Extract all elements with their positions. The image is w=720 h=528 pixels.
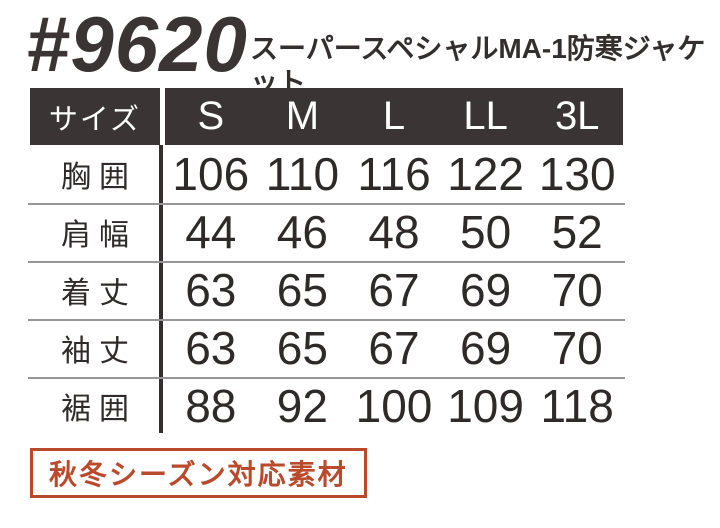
- table-row-hem: 裾囲 88 92 100 109 118: [30, 377, 623, 435]
- size-value-cell: 69: [460, 264, 512, 316]
- header-divider-gap: [160, 88, 165, 145]
- table-row-shoulder: 肩幅 44 46 48 50 52: [30, 203, 623, 261]
- size-col-header-s: S: [165, 88, 257, 145]
- size-value-cell: 100: [355, 380, 433, 432]
- size-value-cell: 109: [447, 380, 524, 432]
- size-col-header-ll: LL: [439, 88, 532, 145]
- size-value-cell: 44: [185, 206, 237, 258]
- size-value-cell: 118: [540, 380, 614, 432]
- row-divider: [28, 377, 625, 379]
- row-divider: [28, 319, 625, 321]
- size-value-cell: 122: [447, 148, 524, 200]
- row-label: 胸囲: [61, 161, 137, 194]
- row-label: 肩幅: [61, 219, 137, 252]
- row-label: 着丈: [61, 277, 137, 310]
- size-value-cell: 92: [276, 380, 328, 432]
- size-value-cell: 70: [551, 264, 603, 316]
- size-value-cell: 116: [357, 148, 431, 200]
- size-value-cell: 67: [368, 322, 420, 374]
- table-row-body-length: 着丈 63 65 67 69 70: [30, 261, 623, 319]
- size-col-header-m: M: [256, 88, 349, 145]
- size-value-cell: 63: [185, 322, 237, 374]
- table-vertical-divider: [159, 145, 163, 433]
- product-name: スーパースペシャルMA-1防寒ジャケット: [250, 33, 706, 98]
- size-value-cell: 46: [276, 206, 328, 258]
- row-label: 袖丈: [61, 335, 137, 368]
- size-value-cell: 88: [185, 380, 237, 432]
- season-material-badge: 秋冬シーズン対応素材: [30, 448, 367, 498]
- row-divider: [28, 261, 625, 263]
- size-value-cell: 63: [185, 264, 237, 316]
- size-value-cell: 110: [265, 148, 340, 200]
- size-value-cell: 50: [460, 206, 512, 258]
- size-value-cell: 67: [368, 264, 420, 316]
- size-table-header-row: サイズ S M L LL 3L: [30, 88, 623, 145]
- row-divider: [28, 203, 625, 205]
- size-value-cell: 130: [538, 148, 616, 200]
- size-value-cell: 106: [172, 148, 250, 200]
- size-value-cell: 48: [368, 206, 420, 258]
- size-table-corner-label: サイズ: [30, 88, 160, 145]
- size-value-cell: 65: [276, 322, 328, 374]
- size-value-cell: 52: [551, 206, 603, 258]
- size-value-cell: 65: [276, 264, 328, 316]
- table-row-sleeve-length: 袖丈 63 65 67 69 70: [30, 319, 623, 377]
- product-code: #9620: [26, 0, 248, 88]
- row-label: 裾囲: [61, 393, 137, 426]
- size-table: サイズ S M L LL 3L 胸囲 106 110 116 122 130 肩…: [28, 88, 625, 435]
- size-col-header-l: L: [348, 88, 440, 145]
- size-col-header-3l: 3L: [531, 88, 623, 145]
- size-value-cell: 69: [460, 322, 512, 374]
- size-value-cell: 70: [551, 322, 603, 374]
- table-row-chest: 胸囲 106 110 116 122 130: [30, 145, 623, 203]
